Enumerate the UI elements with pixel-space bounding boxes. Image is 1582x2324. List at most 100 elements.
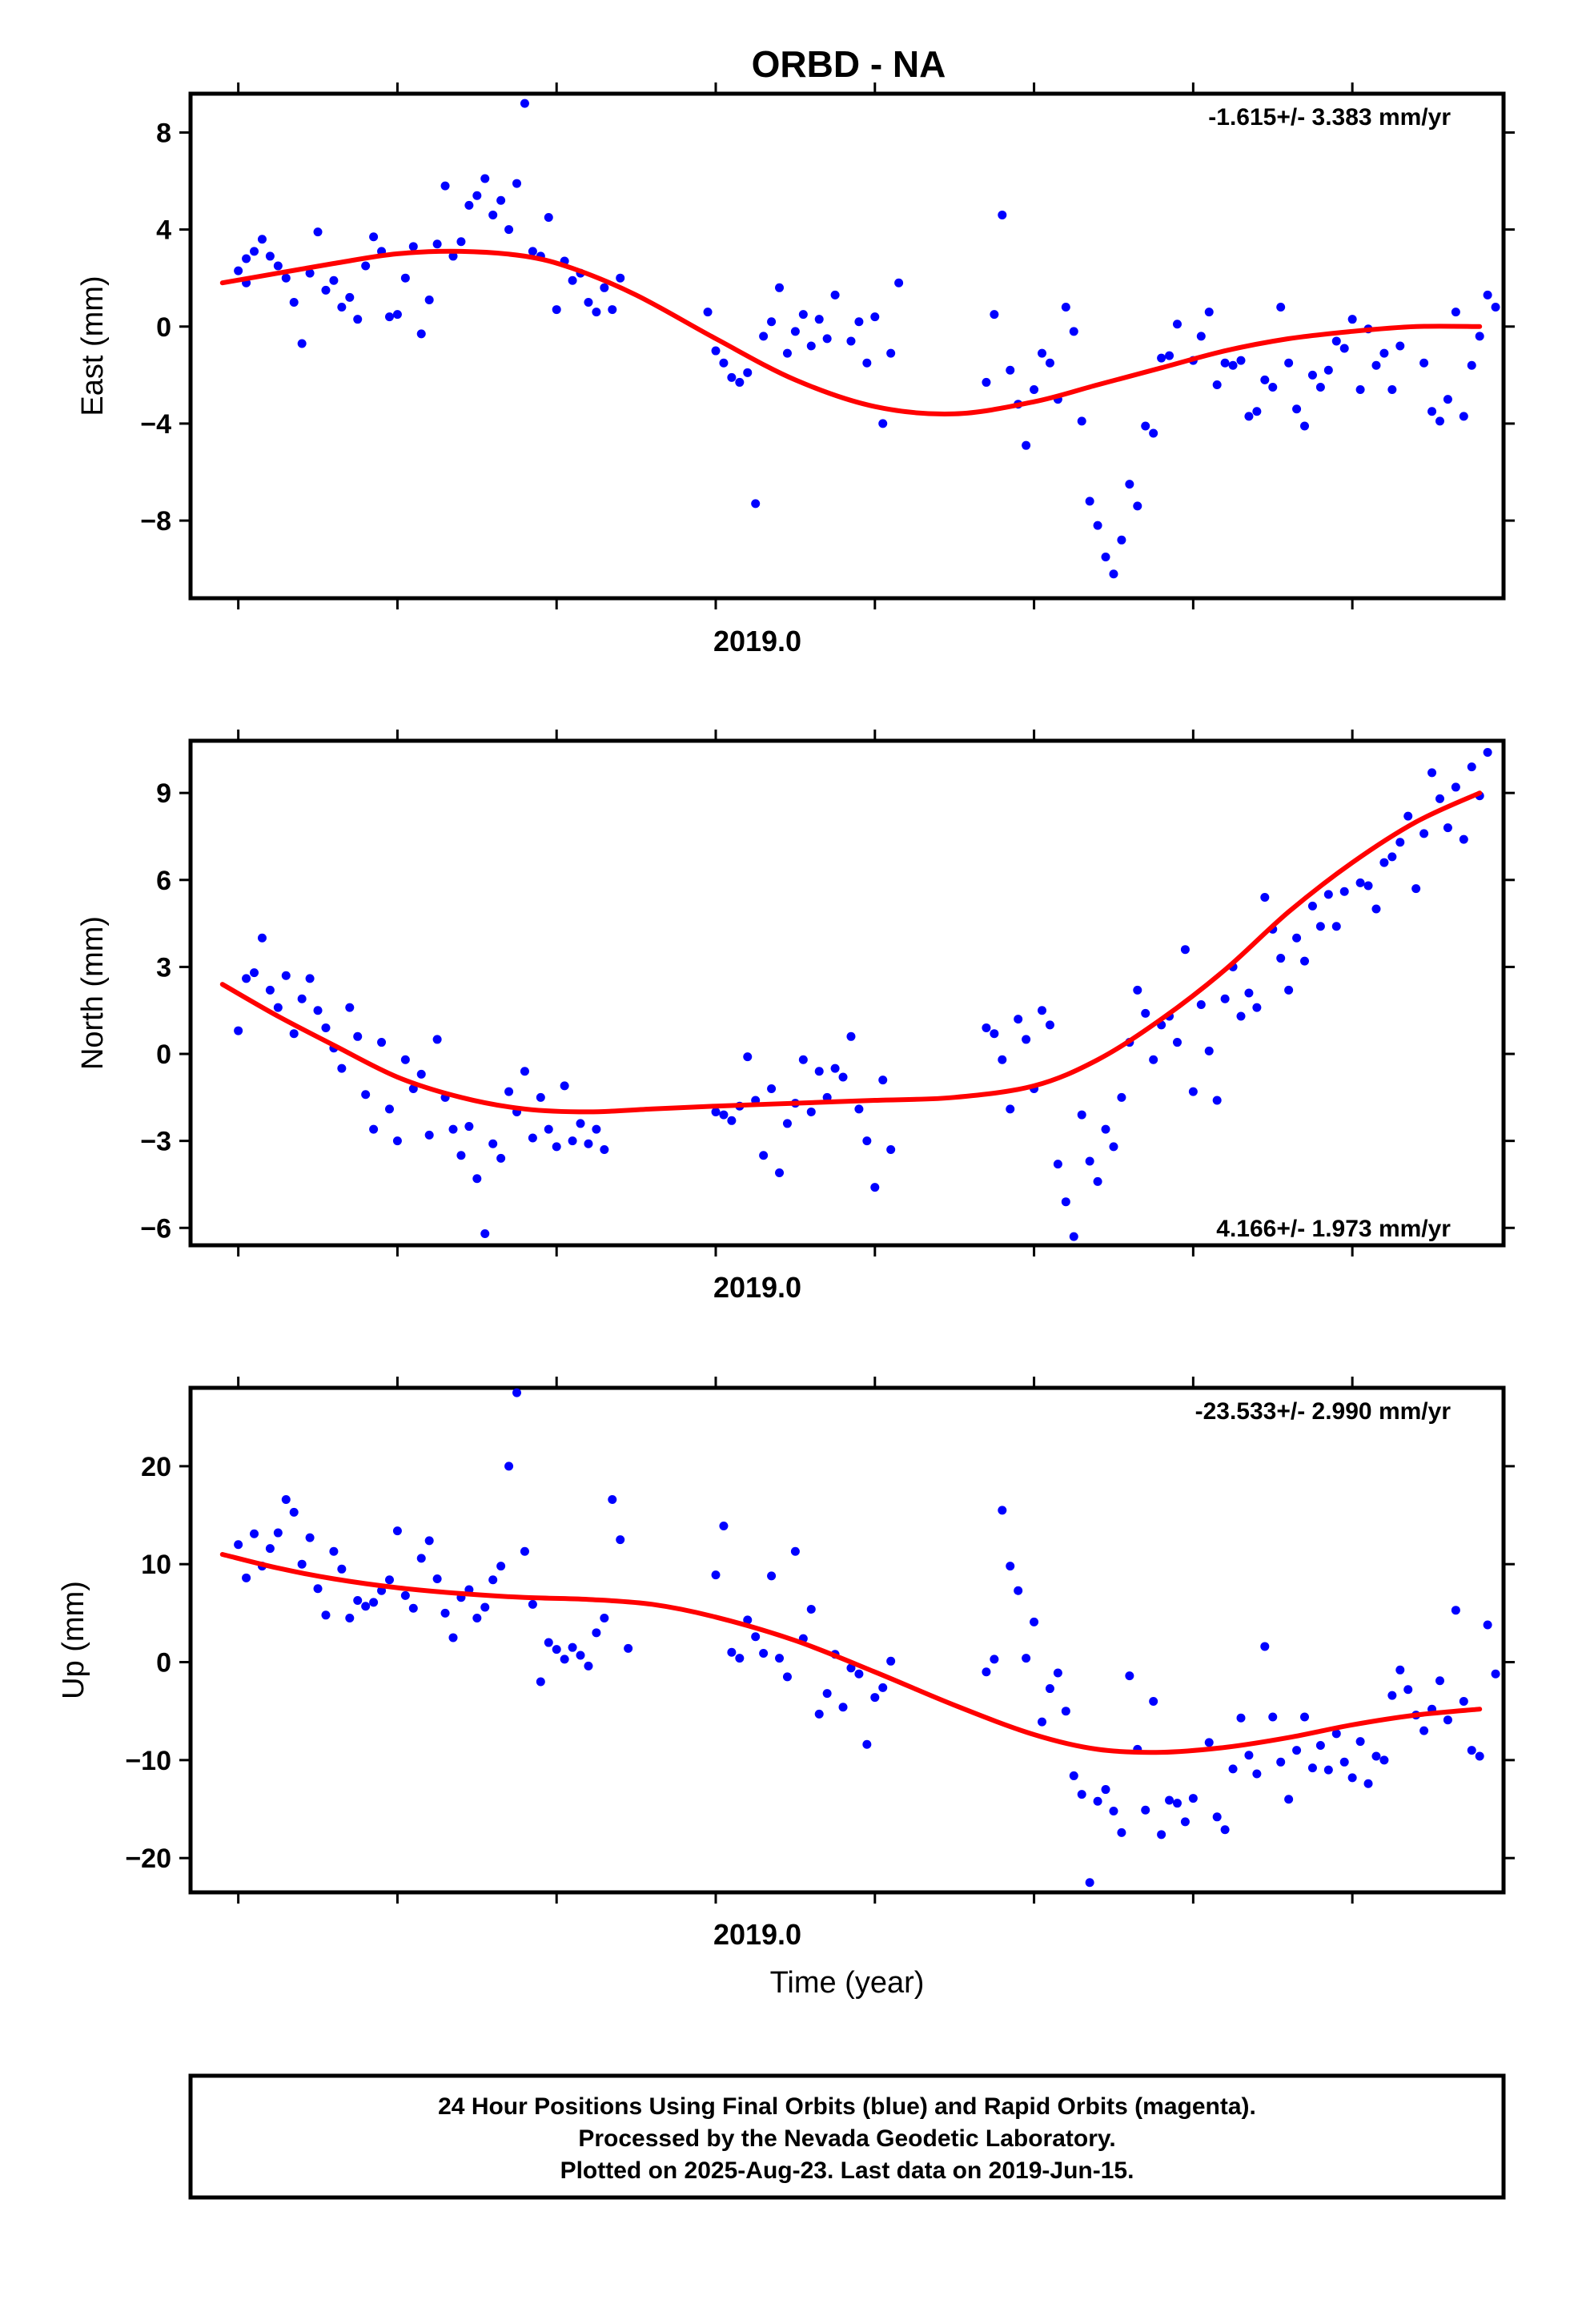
data-point <box>560 1081 569 1091</box>
data-point <box>1085 1156 1094 1166</box>
data-point <box>1244 1751 1254 1760</box>
data-point <box>536 1092 545 1102</box>
data-point <box>624 1643 633 1653</box>
y-tick-label: −3 <box>140 1127 171 1157</box>
data-point <box>1300 1712 1310 1722</box>
data-point <box>1371 360 1381 370</box>
data-point <box>862 1739 872 1749</box>
data-point <box>329 275 339 285</box>
data-point <box>592 1124 601 1134</box>
data-point <box>464 200 474 210</box>
data-point <box>759 332 769 341</box>
data-point <box>990 310 999 320</box>
data-point <box>1149 1696 1158 1706</box>
east-panel: East (mm) -1.615+/- 3.383 mm/yr 2019.0 8… <box>76 82 1515 657</box>
data-point <box>321 285 331 295</box>
data-point <box>297 339 307 348</box>
data-point <box>1077 1110 1086 1120</box>
east-x-tick-label: 2019.0 <box>713 625 801 657</box>
data-point <box>727 372 737 382</box>
data-point <box>822 334 832 344</box>
y-tick-label: −6 <box>140 1213 171 1244</box>
data-point <box>1093 1176 1102 1186</box>
data-point <box>1172 320 1182 329</box>
data-point <box>1022 1035 1031 1044</box>
data-point <box>448 251 458 261</box>
footer-box: 24 Hour Positions Using Final Orbits (bl… <box>188 2073 1506 2200</box>
data-point <box>1244 412 1254 421</box>
data-point <box>1260 1642 1270 1651</box>
data-point <box>719 358 729 368</box>
data-point <box>480 1229 490 1239</box>
data-point <box>504 225 514 235</box>
data-point <box>265 1544 275 1554</box>
y-tick-label: 8 <box>156 118 171 148</box>
y-tick-label: 0 <box>156 312 171 343</box>
data-point <box>1371 1751 1381 1761</box>
data-point <box>775 1168 785 1177</box>
y-tick-label: 4 <box>156 215 171 246</box>
data-point <box>719 1110 729 1120</box>
data-point <box>711 346 721 356</box>
data-point <box>305 1533 315 1542</box>
data-point <box>1204 308 1214 317</box>
data-point <box>998 210 1007 219</box>
data-point <box>265 985 275 995</box>
data-point <box>1117 1827 1126 1837</box>
data-point <box>313 1006 323 1015</box>
data-point <box>1260 893 1270 903</box>
data-point <box>743 1615 753 1625</box>
data-point <box>1459 834 1468 844</box>
north-y-ticks: 9 6 3 0 −3 −6 <box>140 778 1515 1244</box>
data-point <box>1323 365 1333 375</box>
data-point <box>1483 290 1492 300</box>
data-point <box>520 99 529 108</box>
east-rate-label: -1.615+/- 3.383 mm/yr <box>1208 104 1451 131</box>
data-point <box>384 1104 394 1114</box>
data-point <box>806 1107 816 1116</box>
data-point <box>592 308 601 317</box>
data-point <box>1387 852 1397 862</box>
data-point <box>1419 358 1429 368</box>
data-point <box>1491 303 1500 312</box>
data-point <box>1117 535 1126 545</box>
data-point <box>1252 1769 1262 1779</box>
data-point <box>830 290 840 300</box>
data-point <box>1379 348 1389 358</box>
data-point <box>416 1069 426 1079</box>
data-point <box>1077 1790 1086 1799</box>
data-point <box>1220 994 1230 1003</box>
data-point <box>480 1602 490 1612</box>
data-point <box>1347 1773 1357 1783</box>
data-point <box>1459 1696 1468 1706</box>
data-point <box>703 308 713 317</box>
data-point <box>369 232 379 242</box>
data-point <box>1379 1755 1389 1765</box>
data-point <box>1006 1562 1015 1571</box>
data-point <box>1451 308 1460 317</box>
data-point <box>281 971 291 980</box>
east-fit-curve <box>219 248 1483 416</box>
data-point <box>1157 353 1166 363</box>
data-point <box>878 1076 888 1085</box>
data-point <box>353 1031 363 1041</box>
data-point <box>727 1647 737 1657</box>
data-point <box>472 1613 482 1622</box>
data-point <box>361 1602 371 1611</box>
data-point <box>1475 332 1484 341</box>
data-point <box>1491 1669 1500 1679</box>
data-point <box>400 1055 410 1064</box>
y-tick-label: 20 <box>141 1452 171 1482</box>
up-rate-label: -23.533+/- 2.990 mm/yr <box>1195 1398 1452 1425</box>
data-point <box>456 237 466 247</box>
data-point <box>1030 385 1039 395</box>
data-point <box>1045 358 1054 368</box>
data-point <box>1069 1232 1078 1241</box>
data-point <box>552 1142 561 1152</box>
data-point <box>846 336 856 346</box>
data-point <box>504 1087 514 1096</box>
data-point <box>1315 382 1325 392</box>
data-point <box>273 261 283 271</box>
data-point <box>711 1570 721 1580</box>
data-point <box>1443 395 1452 404</box>
